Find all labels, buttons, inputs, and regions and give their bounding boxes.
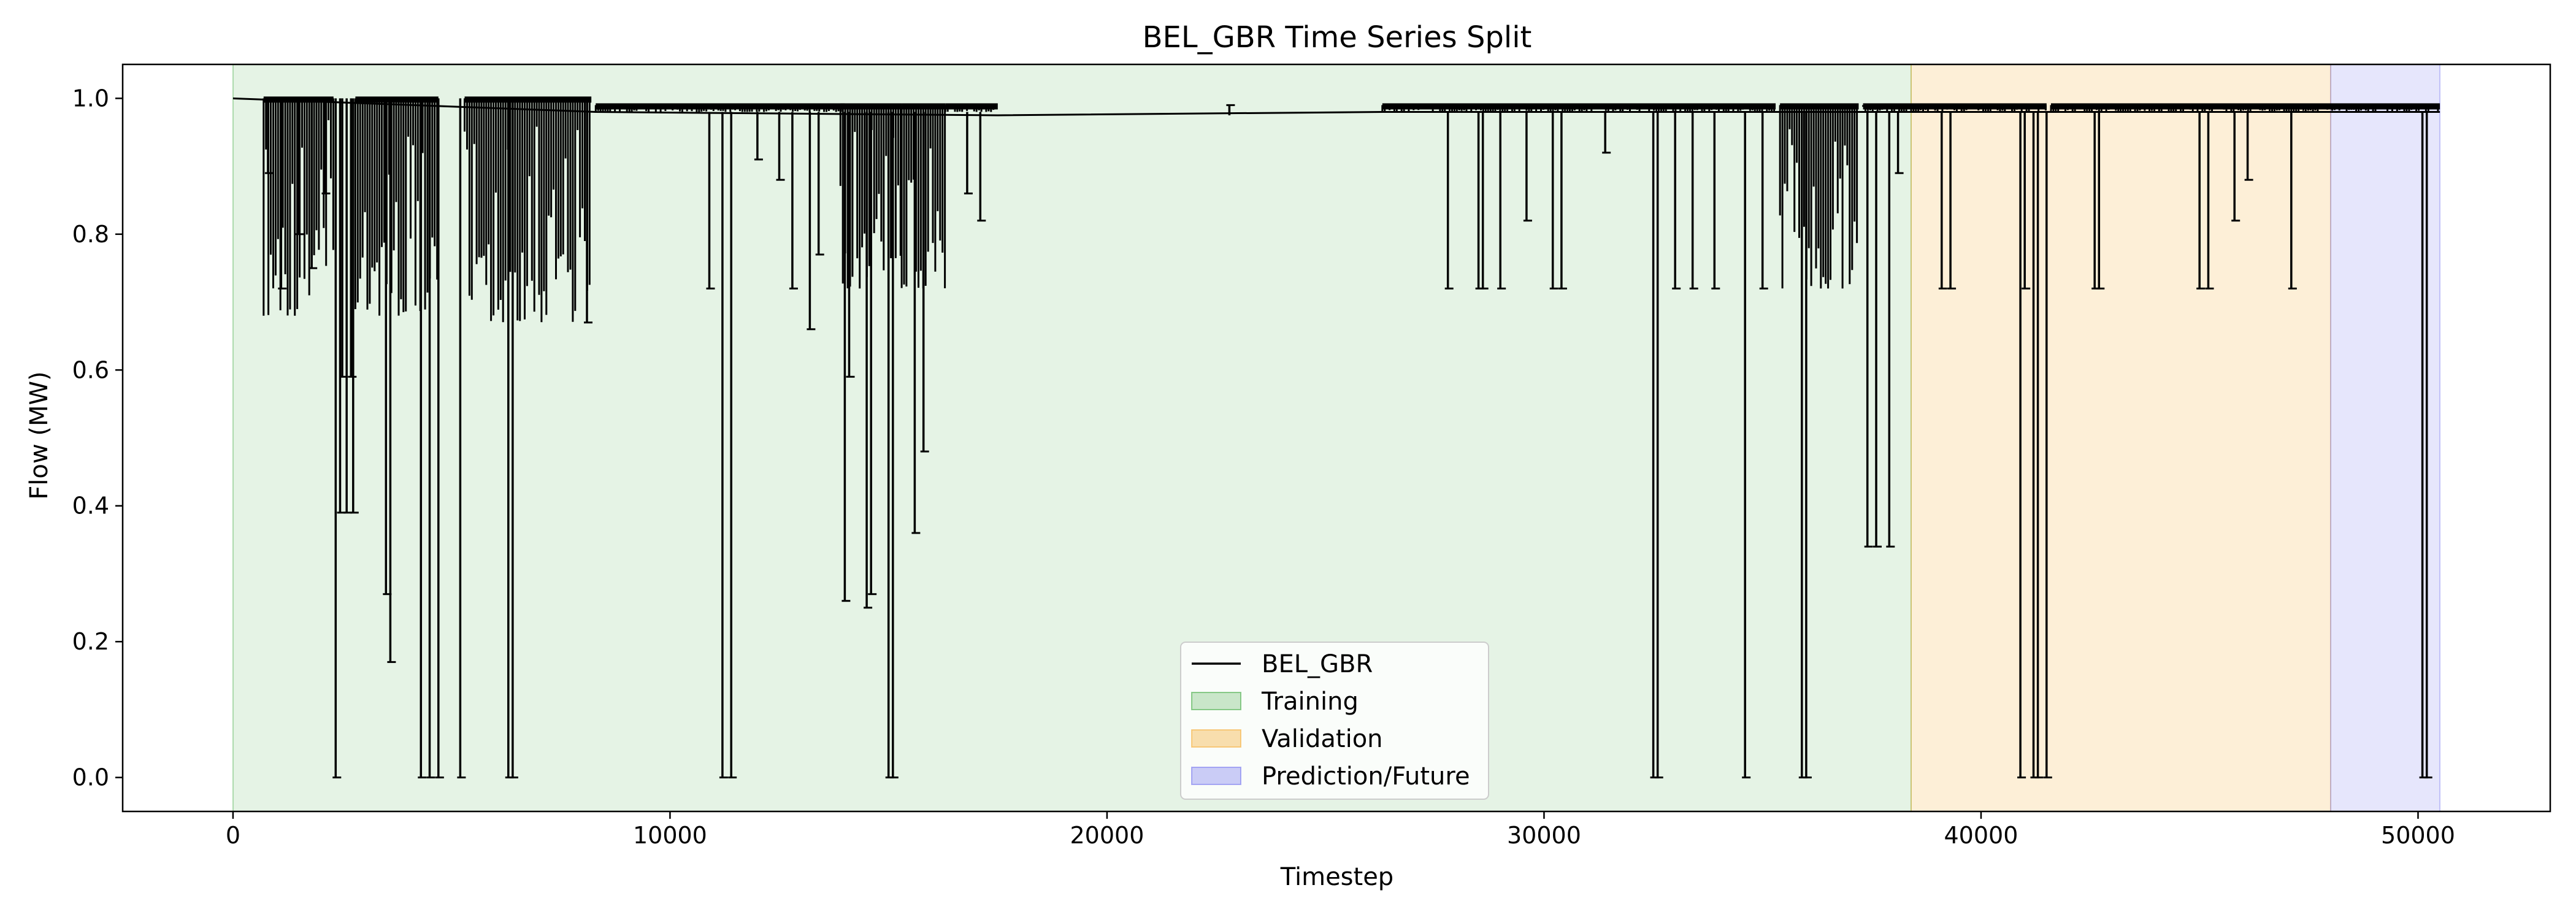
- legend: BEL_GBR Training Validation Prediction/Futu…: [1180, 642, 1489, 800]
- series-dense-band: [1862, 103, 2047, 112]
- plot-frame: [121, 63, 2551, 813]
- y-axis-ticks: 0.0 0.2 0.4 0.6 0.8 1.0: [72, 85, 123, 791]
- series-top-band: [464, 96, 592, 103]
- series-top-band: [596, 103, 845, 110]
- y-tick-label: 0.8: [72, 221, 109, 248]
- y-axis-label: Flow (MW): [25, 371, 53, 499]
- series-top-band: [945, 103, 998, 110]
- series-dense-band: [594, 103, 845, 112]
- legend-label-bel-gbr: BEL_GBR: [1262, 650, 1373, 678]
- series-dense-band: [2050, 103, 2440, 112]
- x-tick-label: 20000: [1070, 822, 1144, 849]
- chart-title: BEL_GBR Time Series Split: [1143, 20, 1532, 55]
- x-tick-label: 50000: [2381, 822, 2455, 849]
- legend-label-training: Training: [1261, 688, 1359, 716]
- region-prediction-future: [2329, 64, 2441, 812]
- x-tick-label: 10000: [633, 822, 707, 849]
- series-layer: [232, 96, 2440, 779]
- legend-box: [1180, 642, 1489, 800]
- legend-swatch-prediction-future: [1191, 767, 1241, 785]
- series-dense-band: [944, 103, 998, 112]
- legend-swatch-training: [1191, 692, 1241, 710]
- x-tick-label: 30000: [1507, 822, 1581, 849]
- series-dense-band: [354, 96, 439, 316]
- series-top-band: [2050, 103, 2440, 110]
- x-tick-label: 40000: [1944, 822, 2018, 849]
- region-validation: [1910, 64, 2331, 812]
- legend-label-validation: Validation: [1262, 725, 1383, 753]
- series-top-band: [1780, 103, 1859, 110]
- x-axis-label: Timestep: [1280, 863, 1393, 891]
- y-tick-label: 0.2: [72, 628, 109, 655]
- series-top-band: [355, 96, 439, 103]
- x-tick-label: 0: [226, 822, 240, 849]
- series-top-band: [902, 103, 946, 110]
- series-top-band: [1863, 103, 2047, 110]
- y-tick-label: 0.4: [72, 493, 109, 519]
- series-dense-band: [1381, 103, 1776, 112]
- y-tick-label: 1.0: [72, 85, 109, 112]
- legend-swatch-validation: [1191, 729, 1241, 748]
- legend-label-prediction-future: Prediction/Future: [1262, 762, 1470, 791]
- series-top-band: [840, 103, 902, 110]
- y-tick-label: 0.0: [72, 764, 109, 791]
- series-top-band: [1382, 103, 1776, 110]
- y-tick-label: 0.6: [72, 356, 109, 383]
- x-axis-ticks: 0 10000 20000 30000 40000 50000: [226, 811, 2455, 849]
